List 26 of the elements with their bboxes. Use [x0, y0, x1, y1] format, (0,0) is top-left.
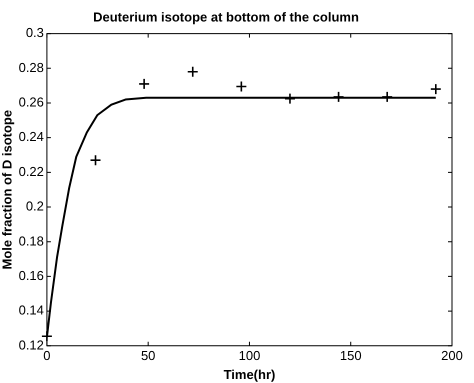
y-tick-label: 0.26	[18, 94, 44, 110]
x-tick-label: 50	[140, 348, 156, 364]
y-tick-label: 0.24	[18, 129, 44, 144]
point	[90, 154, 102, 166]
x-axis-title: Time(hr)	[224, 366, 276, 382]
x-tick-label: 200	[441, 348, 463, 364]
y-tick-label: 0.18	[18, 233, 44, 248]
y-axis-title: Mole fraction of D isotope	[0, 110, 14, 270]
point	[284, 92, 296, 104]
y-tick-label: 0.16	[18, 268, 44, 283]
y-tick-label: 0.12	[18, 337, 44, 352]
y-tick-label: 0.14	[18, 302, 44, 318]
x-tick-label: 150	[340, 348, 362, 364]
y-tick-label: 0.28	[18, 60, 44, 75]
y-tick-label: 0.2	[26, 198, 44, 214]
y-tick-label: 0.3	[26, 25, 44, 40]
point	[138, 78, 150, 90]
x-tick-label: 0	[43, 348, 51, 364]
point	[332, 91, 344, 103]
point	[186, 66, 199, 78]
x-tick-label: 100	[238, 348, 260, 364]
point	[236, 80, 248, 92]
point	[381, 91, 393, 103]
chart-title: Deuterium isotope at bottom of the column	[93, 9, 359, 24]
point	[430, 83, 442, 95]
y-tick-label: 0.22	[18, 164, 44, 179]
